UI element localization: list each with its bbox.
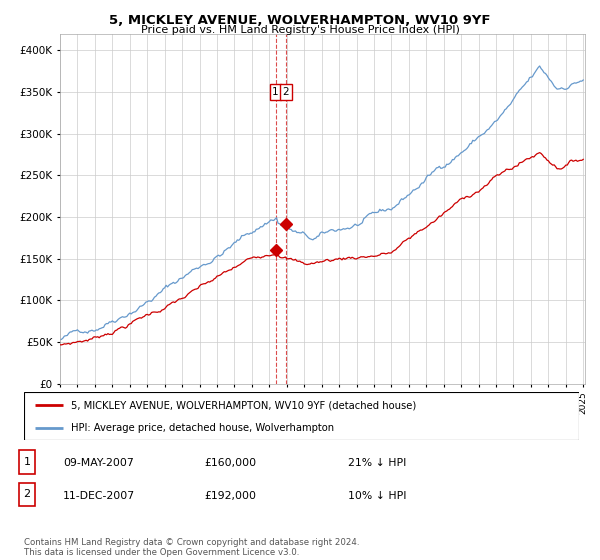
Text: 5, MICKLEY AVENUE, WOLVERHAMPTON, WV10 9YF (detached house): 5, MICKLEY AVENUE, WOLVERHAMPTON, WV10 9… [71, 400, 416, 410]
Text: HPI: Average price, detached house, Wolverhampton: HPI: Average price, detached house, Wolv… [71, 423, 334, 433]
Text: 1: 1 [272, 87, 279, 97]
Text: 2: 2 [283, 87, 289, 97]
Text: Contains HM Land Registry data © Crown copyright and database right 2024.
This d: Contains HM Land Registry data © Crown c… [24, 538, 359, 557]
Text: 21% ↓ HPI: 21% ↓ HPI [348, 458, 406, 468]
Text: Price paid vs. HM Land Registry's House Price Index (HPI): Price paid vs. HM Land Registry's House … [140, 25, 460, 35]
Text: 1: 1 [23, 457, 31, 467]
Text: 10% ↓ HPI: 10% ↓ HPI [348, 491, 407, 501]
Text: 5, MICKLEY AVENUE, WOLVERHAMPTON, WV10 9YF: 5, MICKLEY AVENUE, WOLVERHAMPTON, WV10 9… [109, 14, 491, 27]
Text: 2: 2 [23, 489, 31, 500]
Text: £160,000: £160,000 [204, 458, 256, 468]
Text: £192,000: £192,000 [204, 491, 256, 501]
Text: 11-DEC-2007: 11-DEC-2007 [63, 491, 135, 501]
Text: 09-MAY-2007: 09-MAY-2007 [63, 458, 134, 468]
